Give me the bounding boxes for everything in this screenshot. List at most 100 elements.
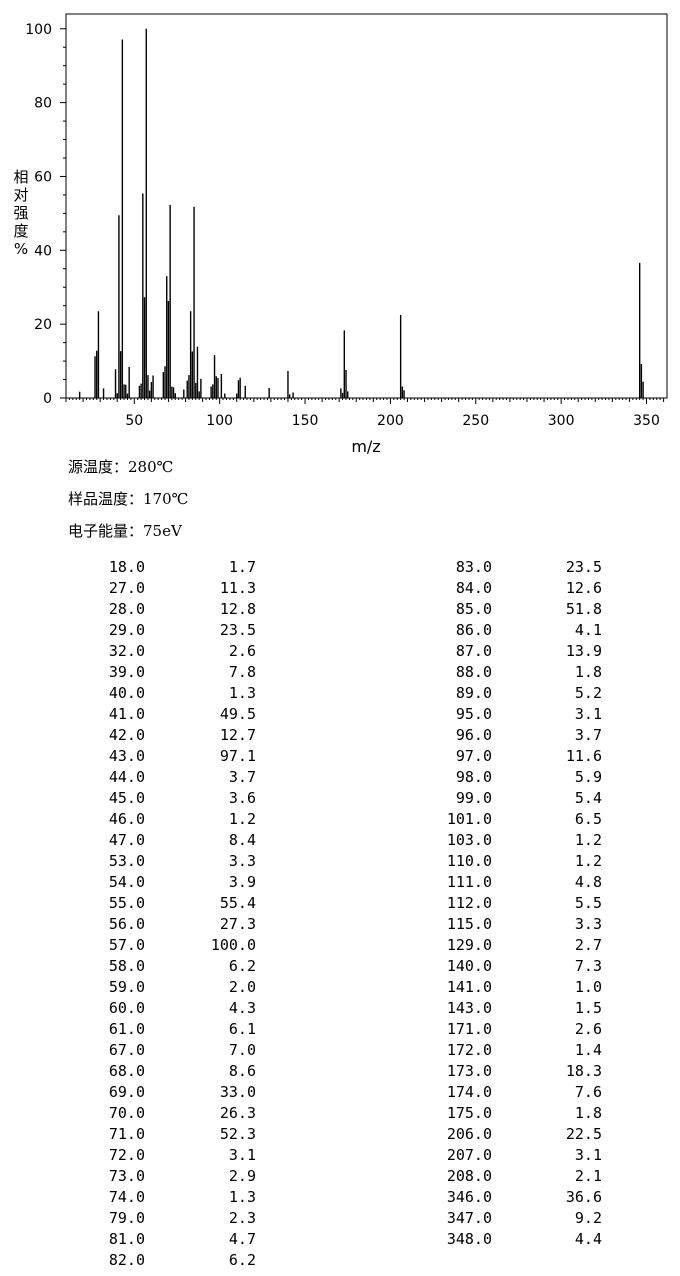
mz-value: 172.0: [446, 1041, 492, 1059]
sample-temperature: 样品温度：170℃: [68, 490, 189, 508]
x-tick-label: 250: [462, 413, 489, 429]
table-row: 29.0 23.5: [0, 619, 300, 640]
y-tick-label: 60: [34, 169, 52, 185]
mz-value: 347.0: [446, 1209, 492, 1227]
table-row: 87.0 13.9: [340, 640, 640, 661]
abundance-value: 1.7: [228, 558, 256, 576]
table-row: 82.0 6.2: [0, 1249, 300, 1270]
table-row: 172.0 1.4: [340, 1039, 640, 1060]
abundance-value: 4.1: [574, 621, 602, 639]
table-row: 141.0 1.0: [340, 976, 640, 997]
mz-value: 55.0: [108, 894, 145, 912]
abundance-value: 3.3: [574, 915, 602, 933]
table-row: 40.0 1.3: [0, 682, 300, 703]
mz-value: 67.0: [108, 1041, 145, 1059]
table-row: 103.0 1.2: [340, 829, 640, 850]
table-row: 69.0 33.0: [0, 1081, 300, 1102]
x-tick-label: 200: [377, 413, 404, 429]
abundance-value: 4.4: [574, 1230, 602, 1248]
abundance-value: 3.1: [574, 1146, 602, 1164]
mz-value: 70.0: [108, 1104, 145, 1122]
mz-value: 29.0: [108, 621, 145, 639]
table-row: 207.0 3.1: [340, 1144, 640, 1165]
table-row: 27.0 11.3: [0, 577, 300, 598]
table-row: 55.0 55.4: [0, 892, 300, 913]
y-tick-label: 20: [34, 317, 52, 333]
x-tick-label: 300: [548, 413, 575, 429]
mz-value: 346.0: [446, 1188, 492, 1206]
mz-value: 54.0: [108, 873, 145, 891]
abundance-value: 8.6: [228, 1062, 256, 1080]
mz-value: 103.0: [446, 831, 492, 849]
abundance-value: 1.2: [574, 852, 602, 870]
mz-value: 27.0: [108, 579, 145, 597]
abundance-value: 2.0: [228, 978, 256, 996]
mz-value: 53.0: [108, 852, 145, 870]
table-row: 60.0 4.3: [0, 997, 300, 1018]
abundance-value: 1.2: [574, 831, 602, 849]
table-row: 57.0 100.0: [0, 934, 300, 955]
table-row: 74.0 1.3: [0, 1186, 300, 1207]
mz-value: 18.0: [108, 558, 145, 576]
abundance-value: 23.5: [219, 621, 256, 639]
mz-value: 143.0: [446, 999, 492, 1017]
table-row: 140.0 7.3: [340, 955, 640, 976]
mz-value: 68.0: [108, 1062, 145, 1080]
table-row: 61.0 6.1: [0, 1018, 300, 1039]
y-axis-label: 相对强度%: [13, 168, 28, 258]
mz-value: 32.0: [108, 642, 145, 660]
mz-value: 60.0: [108, 999, 145, 1017]
abundance-value: 5.5: [574, 894, 602, 912]
table-row: 32.0 2.6: [0, 640, 300, 661]
x-axis: 50 100 150 200 250 300 350: [65, 398, 665, 429]
table-row: 97.0 11.6: [340, 745, 640, 766]
peak-table-right: 83.0 23.5 84.0 12.6 85.0 51.8 86.0 4.1 87.0 13.9 8…: [340, 556, 640, 1249]
abundance-value: 2.7: [574, 936, 602, 954]
abundance-value: 7.3: [574, 957, 602, 975]
table-row: 85.0 51.8: [340, 598, 640, 619]
abundance-value: 2.6: [228, 642, 256, 660]
mz-value: 208.0: [446, 1167, 492, 1185]
mz-value: 207.0: [446, 1146, 492, 1164]
mz-value: 111.0: [446, 873, 492, 891]
abundance-value: 4.8: [574, 873, 602, 891]
abundance-value: 7.0: [228, 1041, 256, 1059]
abundance-value: 2.1: [574, 1167, 602, 1185]
mz-value: 73.0: [108, 1167, 145, 1185]
abundance-value: 23.5: [565, 558, 602, 576]
mz-value: 28.0: [108, 600, 145, 618]
abundance-value: 27.3: [219, 915, 256, 933]
table-row: 46.0 1.2: [0, 808, 300, 829]
mz-value: 87.0: [455, 642, 492, 660]
table-row: 81.0 4.7: [0, 1228, 300, 1249]
table-row: 41.0 49.5: [0, 703, 300, 724]
mz-value: 101.0: [446, 810, 492, 828]
mz-value: 40.0: [108, 684, 145, 702]
table-row: 346.0 36.6: [340, 1186, 640, 1207]
mz-value: 112.0: [446, 894, 492, 912]
mz-value: 42.0: [108, 726, 145, 744]
abundance-value: 8.4: [228, 831, 256, 849]
abundance-value: 1.2: [228, 810, 256, 828]
table-row: 45.0 3.6: [0, 787, 300, 808]
mz-value: 206.0: [446, 1125, 492, 1143]
mz-value: 85.0: [455, 600, 492, 618]
mz-value: 174.0: [446, 1083, 492, 1101]
abundance-value: 1.5: [574, 999, 602, 1017]
abundance-value: 1.3: [228, 1188, 256, 1206]
mz-value: 89.0: [455, 684, 492, 702]
abundance-value: 52.3: [219, 1125, 256, 1143]
mz-value: 74.0: [108, 1188, 145, 1206]
abundance-value: 13.9: [565, 642, 602, 660]
mz-value: 79.0: [108, 1209, 145, 1227]
abundance-value: 1.8: [574, 663, 602, 681]
mz-value: 72.0: [108, 1146, 145, 1164]
table-row: 110.0 1.2: [340, 850, 640, 871]
y-axis: 0 20 40 60 80 100: [25, 22, 66, 407]
abundance-value: 1.8: [574, 1104, 602, 1122]
abundance-value: 11.6: [565, 747, 602, 765]
abundance-value: 1.4: [574, 1041, 602, 1059]
abundance-value: 2.9: [228, 1167, 256, 1185]
abundance-value: 18.3: [565, 1062, 602, 1080]
abundance-value: 97.1: [219, 747, 256, 765]
